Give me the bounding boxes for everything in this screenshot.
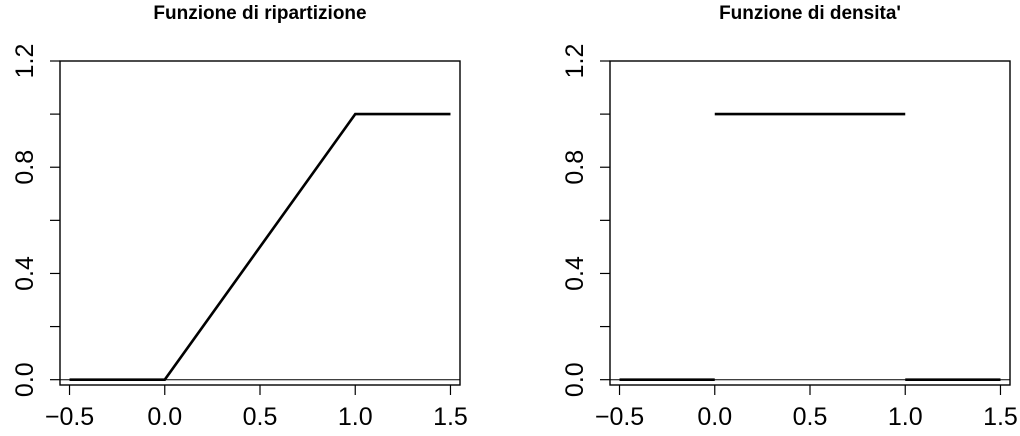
- pdf-y-tick-label: 1.2: [561, 44, 589, 79]
- cdf-x-tick-label: −0.5: [45, 403, 94, 431]
- pdf-x-tick-label: 0.5: [793, 403, 828, 431]
- cdf-x-tick-label: 1.5: [433, 403, 468, 431]
- cdf-y-tick-label: 0.8: [11, 150, 39, 185]
- cdf-line-segment-0: [69, 112, 451, 381]
- cdf-panel: Funzione di ripartizione −0.5 0.0 0.5 1.0 1.…: [11, 3, 468, 431]
- pdf-title: Funzione di densita': [719, 3, 901, 24]
- cdf-title: Funzione di ripartizione: [153, 3, 366, 24]
- pdf-y-tick-label: 0.0: [561, 362, 589, 397]
- cdf-x-tick-label: 1.0: [338, 403, 373, 431]
- cdf-y-tick-label: 1.2: [11, 44, 39, 79]
- pdf-panel: Funzione di densita' −0.5 0.0 0.5 1.0 1.5 0.…: [561, 3, 1018, 431]
- pdf-plot-frame: [609, 60, 1011, 386]
- cdf-x-tick-label: 0.0: [147, 403, 182, 431]
- cdf-x-tick-label: 0.5: [243, 403, 278, 431]
- cdf-y-tick-label: 0.4: [11, 256, 39, 291]
- cdf-y-axis: 0.0 0.4 0.8 1.2: [11, 44, 60, 397]
- cdf-plot-frame: [59, 60, 461, 386]
- pdf-y-axis: 0.0 0.4 0.8 1.2: [561, 44, 610, 397]
- pdf-x-tick-label: 1.0: [888, 403, 923, 431]
- pdf-series-group: [619, 112, 1001, 381]
- pdf-y-tick-label: 0.8: [561, 150, 589, 185]
- cdf-y-tick-label: 0.0: [11, 362, 39, 397]
- pdf-x-tick-label: −0.5: [595, 403, 644, 431]
- pdf-x-tick-label: 1.5: [983, 403, 1018, 431]
- cdf-series-group: [69, 112, 451, 381]
- pdf-x-axis: −0.5 0.0 0.5 1.0 1.5: [595, 385, 1018, 431]
- cdf-x-axis: −0.5 0.0 0.5 1.0 1.5: [45, 385, 468, 431]
- pdf-y-tick-label: 0.4: [561, 256, 589, 291]
- pdf-x-tick-label: 0.0: [697, 403, 732, 431]
